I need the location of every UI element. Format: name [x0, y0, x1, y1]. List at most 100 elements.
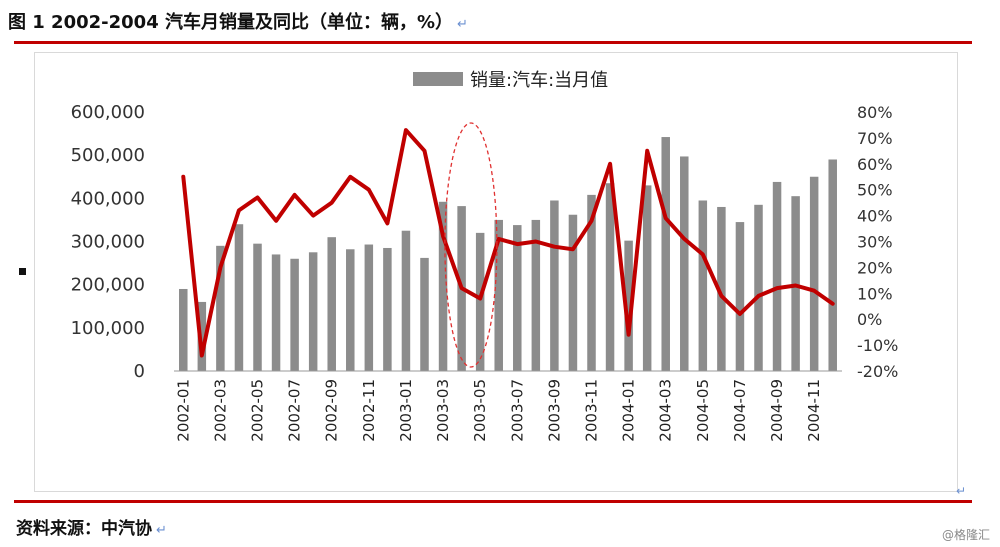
bar-2003-03	[438, 201, 448, 371]
line-point-2003-04	[460, 286, 464, 290]
line-point-2003-07	[515, 242, 519, 246]
bar-2003-05	[475, 232, 485, 371]
x-tick-label: 2004-09	[768, 379, 786, 442]
x-tick-label: 2003-07	[508, 379, 526, 442]
bar-2004-06	[717, 206, 726, 371]
right-tick-label: 50%	[857, 181, 893, 200]
line-point-2004-12	[831, 302, 835, 306]
bar-2003-11	[587, 194, 596, 371]
bar-2002-12	[383, 247, 392, 371]
line-point-2003-09	[552, 245, 556, 249]
left-tick-label: 100,000	[71, 318, 145, 339]
x-tick-label: 2002-01	[174, 379, 192, 442]
line-point-2002-04	[237, 208, 241, 212]
left-tick-label: 200,000	[71, 275, 145, 296]
bar-2002-08	[308, 252, 318, 371]
bar-2002-10	[346, 249, 355, 371]
line-point-2002-12	[385, 221, 389, 225]
line-point-2002-07	[293, 193, 297, 197]
right-tick-label: 0%	[857, 310, 882, 329]
yoy-line	[181, 128, 835, 358]
highlight-ellipse	[444, 122, 498, 368]
line-point-2003-05	[478, 296, 482, 300]
bar-2004-01	[624, 240, 633, 371]
line-point-2004-03	[664, 216, 668, 220]
figure-title: 图 1 2002-2004 汽车月销量及同比（单位：辆，%） ↵	[8, 8, 468, 34]
line-series	[181, 128, 835, 358]
bar-2003-07	[513, 225, 522, 371]
line-point-2003-10	[571, 247, 575, 251]
bar-2004-03	[661, 137, 670, 371]
bullet-marker	[19, 268, 26, 275]
highlight-layer	[444, 122, 498, 368]
line-point-2003-08	[534, 240, 538, 243]
bar-2004-09	[772, 181, 782, 371]
top-divider	[14, 41, 972, 44]
source-return-icon: ↵	[156, 523, 167, 538]
bar-series	[179, 137, 837, 371]
right-tick-label: 30%	[857, 233, 893, 252]
right-tick-label: 80%	[857, 103, 893, 122]
right-tick-label: -10%	[857, 336, 898, 355]
x-tick-label: 2003-01	[397, 379, 415, 442]
x-tick-label: 2003-09	[545, 379, 563, 442]
bar-2003-01	[401, 230, 411, 371]
line-point-2003-06	[497, 237, 501, 241]
bar-2004-04	[680, 156, 689, 371]
bar-2002-01	[179, 288, 188, 371]
bar-2004-05	[698, 200, 708, 371]
bar-2002-05	[253, 243, 262, 371]
bar-2004-12	[828, 159, 837, 371]
line-point-2004-05	[701, 252, 705, 256]
line-point-2002-09	[330, 201, 334, 205]
bottom-divider	[14, 500, 972, 503]
left-tick-label: 300,000	[71, 232, 145, 253]
line-point-2004-08	[757, 294, 760, 298]
x-tick-label: 2002-07	[286, 379, 304, 442]
return-mark-icon: ↵	[457, 17, 468, 32]
bar-2004-08	[754, 204, 763, 371]
bar-2004-02	[642, 185, 652, 371]
line-point-2004-02	[645, 149, 649, 153]
bar-2004-11	[809, 176, 819, 371]
line-point-2003-12	[608, 162, 612, 166]
x-tick-label: 2004-07	[731, 379, 749, 442]
line-point-2002-03	[218, 265, 222, 269]
x-tick-label: 2004-05	[694, 379, 712, 442]
line-point-2003-01	[404, 128, 408, 132]
line-point-2002-05	[256, 195, 259, 199]
line-point-2003-02	[423, 149, 426, 153]
right-tick-label: 70%	[857, 129, 893, 148]
watermark: @格隆汇	[941, 528, 990, 542]
bar-2002-04	[234, 224, 244, 371]
line-point-2002-06	[274, 219, 278, 223]
left-tick-label: 400,000	[71, 188, 145, 209]
figure-title-text: 图 1 2002-2004 汽车月销量及同比（单位：辆，%）	[8, 12, 454, 33]
line-point-2004-07	[738, 312, 742, 316]
x-tick-label: 2002-05	[249, 379, 267, 442]
line-point-2002-10	[348, 175, 352, 179]
x-tick-label: 2002-09	[323, 379, 341, 442]
line-point-2004-01	[627, 333, 631, 337]
bar-2002-09	[327, 237, 336, 371]
right-tick-label: 10%	[857, 284, 893, 303]
x-tick-label: 2004-11	[805, 379, 823, 442]
line-point-2002-02	[200, 353, 204, 357]
line-point-2004-10	[794, 284, 798, 288]
x-tick-label: 2002-11	[360, 379, 378, 442]
bar-2002-11	[364, 244, 374, 371]
bar-2004-07	[735, 222, 745, 371]
x-tick-label: 2004-03	[657, 379, 675, 442]
bar-2003-06	[494, 219, 503, 371]
bar-2003-12	[605, 183, 615, 371]
x-tick-label: 2002-03	[211, 379, 229, 442]
bar-2002-07	[290, 258, 299, 371]
line-point-2002-01	[181, 175, 185, 179]
left-tick-label: 600,000	[71, 102, 145, 123]
bar-2003-09	[550, 200, 559, 371]
line-point-2004-11	[812, 289, 816, 293]
right-tick-label: 60%	[857, 155, 893, 174]
left-axis: 0 100,000 200,000 300,000 400,000 500,000 600,…	[71, 102, 145, 382]
line-point-2004-06	[719, 294, 723, 298]
